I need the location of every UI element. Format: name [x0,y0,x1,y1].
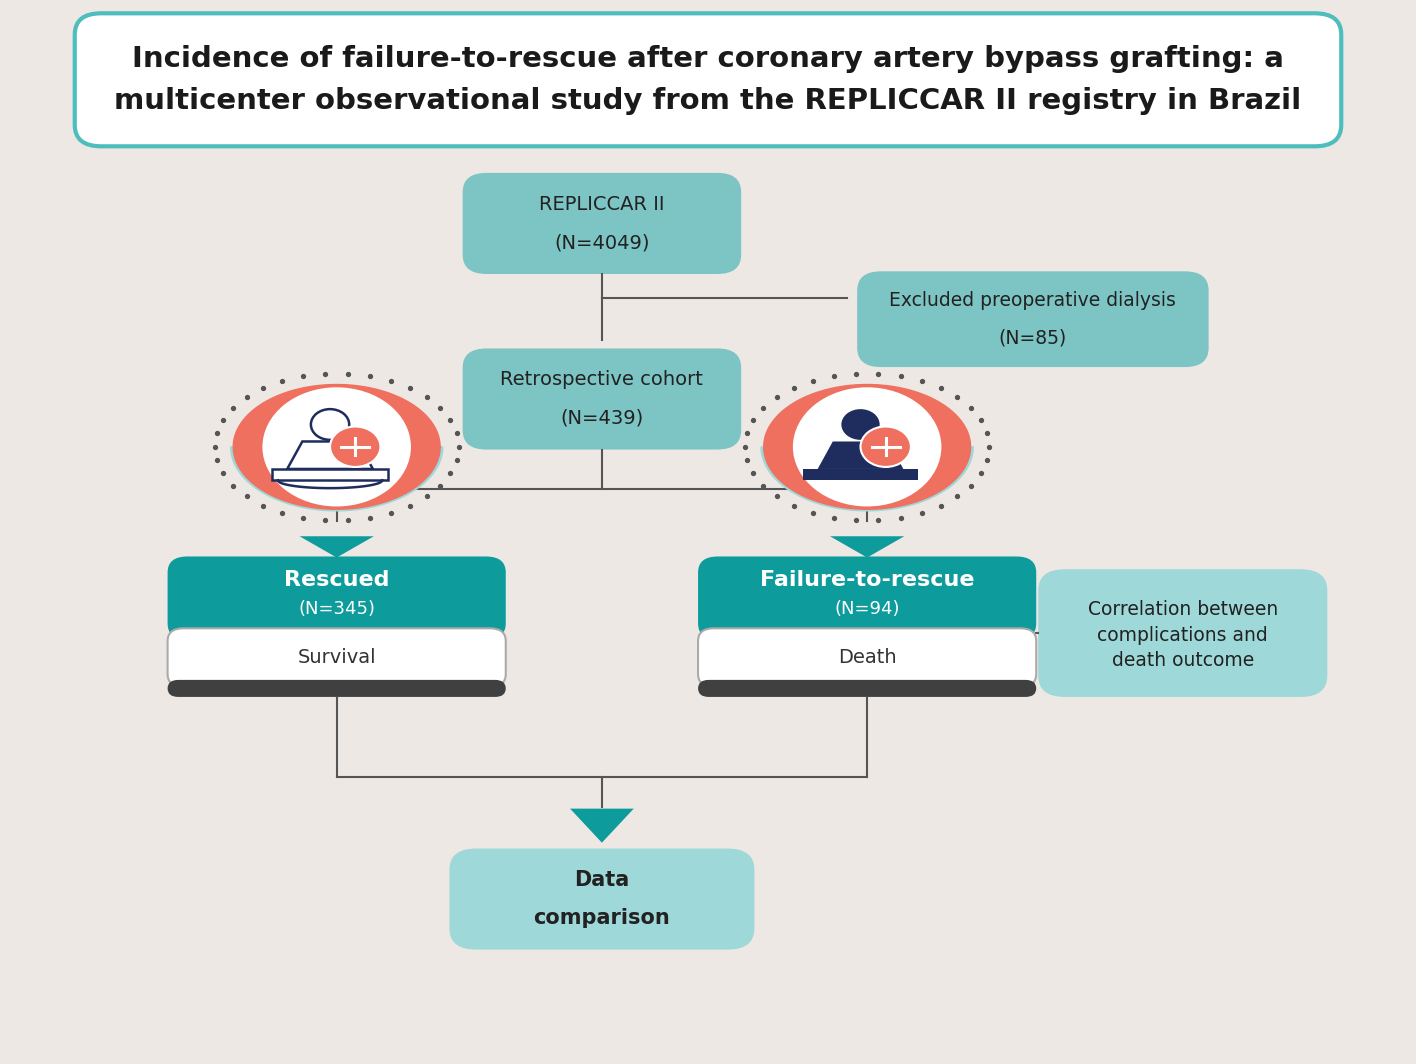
FancyBboxPatch shape [449,849,755,950]
Circle shape [330,427,381,467]
Text: (N=85): (N=85) [998,329,1068,348]
Text: death outcome: death outcome [1112,651,1255,670]
FancyBboxPatch shape [1038,569,1327,697]
Text: REPLICCAR II: REPLICCAR II [539,195,664,214]
Circle shape [841,410,879,439]
Polygon shape [830,536,905,558]
Circle shape [793,387,942,506]
Polygon shape [803,469,919,480]
FancyBboxPatch shape [463,172,741,273]
Text: (N=439): (N=439) [561,409,643,428]
Polygon shape [272,469,388,480]
FancyBboxPatch shape [167,556,506,639]
Text: (N=345): (N=345) [299,600,375,617]
Text: comparison: comparison [534,909,670,928]
Text: multicenter observational study from the REPLICCAR II registry in Brazil: multicenter observational study from the… [115,87,1301,115]
Circle shape [312,410,350,439]
Circle shape [262,387,411,506]
FancyBboxPatch shape [857,271,1209,367]
Text: Death: Death [838,648,896,667]
Text: Failure-to-rescue: Failure-to-rescue [760,570,974,589]
Polygon shape [300,536,374,558]
Text: Incidence of failure-to-rescue after coronary artery bypass grafting: a: Incidence of failure-to-rescue after cor… [132,45,1284,72]
Polygon shape [234,384,440,510]
FancyBboxPatch shape [698,556,1037,639]
Polygon shape [763,384,970,510]
Text: Survival: Survival [297,648,377,667]
FancyBboxPatch shape [167,680,506,697]
FancyBboxPatch shape [463,349,741,449]
Text: Excluded preoperative dialysis: Excluded preoperative dialysis [889,290,1177,310]
Circle shape [861,427,910,467]
Polygon shape [231,447,443,511]
Polygon shape [760,447,973,511]
FancyBboxPatch shape [75,14,1341,146]
Text: Correlation between: Correlation between [1087,600,1277,619]
Text: Retrospective cohort: Retrospective cohort [500,370,704,389]
FancyBboxPatch shape [698,628,1037,687]
FancyBboxPatch shape [698,680,1037,697]
Text: (N=4049): (N=4049) [554,233,650,252]
Polygon shape [287,442,372,469]
FancyBboxPatch shape [167,628,506,687]
Text: complications and: complications and [1097,626,1269,645]
Text: Rescued: Rescued [285,570,389,589]
Polygon shape [817,442,903,469]
Polygon shape [571,809,634,843]
Text: Data: Data [575,870,630,890]
Text: (N=94): (N=94) [834,600,901,617]
